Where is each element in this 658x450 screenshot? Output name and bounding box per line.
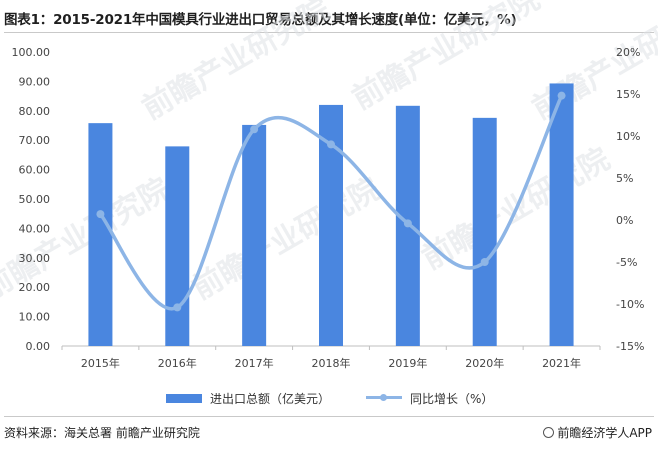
legend-line-swatch <box>366 393 402 403</box>
y-left-tick-label: 80.00 <box>19 105 51 118</box>
y-right-tick-label: 15% <box>616 88 640 101</box>
brand-text: 前瞻经济学人APP <box>557 426 652 440</box>
x-tick-label: 2016年 <box>158 356 197 370</box>
legend-bar-label: 进出口总额（亿美元） <box>210 391 331 406</box>
growth-point <box>403 219 412 228</box>
brand-logo-icon <box>543 427 555 438</box>
legend-line-label: 同比增长（%） <box>410 391 494 406</box>
bar <box>88 123 113 346</box>
y-right-tick-label: -5% <box>616 256 637 269</box>
footer-divider <box>4 416 654 417</box>
y-left-tick-label: 50.00 <box>19 193 51 206</box>
growth-point <box>250 125 259 134</box>
watermark-text: 前瞻产业研究院 <box>187 172 386 307</box>
bar <box>549 83 574 346</box>
y-right-tick-label: -15% <box>616 340 644 353</box>
legend-bar-swatch <box>166 393 202 403</box>
watermark-text: 前瞻产业研究院 <box>527 0 658 127</box>
source-note: 资料来源：海关总署 前瞻产业研究院 <box>4 426 200 440</box>
growth-point <box>173 303 182 312</box>
growth-point <box>480 258 489 266</box>
title-divider <box>4 32 654 33</box>
y-left-tick-label: 90.00 <box>19 75 51 88</box>
legend-item-bar[interactable]: 进出口总额（亿美元） <box>166 388 330 408</box>
chart-axes: 0.00 10.00 20.00 30.00 40.00 50.00 60.00 70.00 8… <box>12 46 645 370</box>
x-tick-label: 2019年 <box>388 356 427 370</box>
y-left-tick-label: 20.00 <box>19 281 51 294</box>
watermark-text: 前瞻产业研究院 <box>137 0 336 127</box>
watermark-text: 前瞻产业研究院 <box>347 0 546 117</box>
x-tick-label: 2015年 <box>81 356 120 370</box>
y-right-tick-label: 5% <box>616 172 633 185</box>
y-left-tick-label: 30.00 <box>19 252 51 265</box>
y-left-tick-label: 70.00 <box>19 134 51 147</box>
bar <box>165 146 190 346</box>
bar <box>472 117 497 346</box>
legend-item-line[interactable]: 同比增长（%） <box>366 388 493 408</box>
brand-credit: 前瞻经济学人APP <box>543 424 652 441</box>
y-right-tick-label: 0% <box>616 214 633 227</box>
y-left-tick-label: 60.00 <box>19 164 51 177</box>
chart-legend: 进出口总额（亿美元） 同比增长（%） <box>0 388 658 408</box>
bar-series <box>88 83 574 346</box>
y-left-tick-label: 0.00 <box>26 340 51 353</box>
growth-point <box>327 140 335 149</box>
y-right-tick-label: 20% <box>616 46 640 59</box>
bar <box>242 124 267 346</box>
growth-point <box>557 91 566 100</box>
chart-title: 图表1：2015-2021年中国模具行业进出口贸易总额及其增长速度(单位：亿美元… <box>4 12 517 28</box>
y-right-tick-label: 10% <box>616 130 640 143</box>
y-left-tick-label: 10.00 <box>19 311 51 324</box>
x-tick-label: 2020年 <box>465 356 504 370</box>
y-left-tick-label: 40.00 <box>19 222 51 235</box>
x-tick-label: 2017年 <box>235 356 274 370</box>
x-tick-label: 2018年 <box>312 356 351 370</box>
x-tick-label: 2021年 <box>542 356 581 370</box>
y-right-tick-label: -10% <box>616 298 644 311</box>
y-left-tick-label: 100.00 <box>12 46 51 59</box>
growth-point <box>96 210 105 219</box>
line-series <box>96 91 566 312</box>
